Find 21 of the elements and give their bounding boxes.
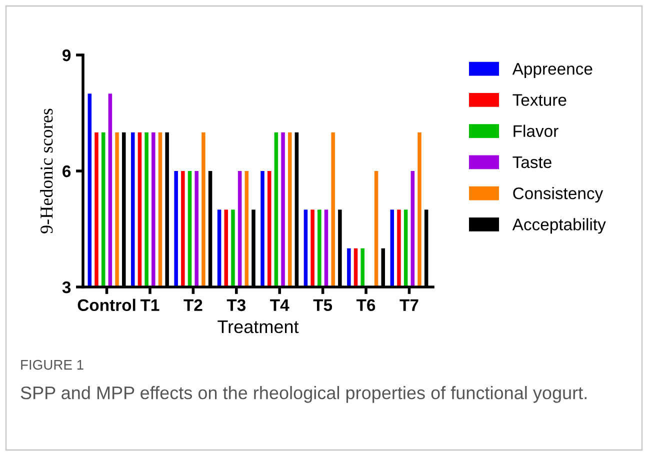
x-tick-label: T6 xyxy=(356,299,376,312)
legend-label: Flavor xyxy=(514,124,558,138)
x-tick-label: T5 xyxy=(313,299,332,312)
legend-label: Acceptability xyxy=(512,218,606,234)
x-tick-label: T1 xyxy=(140,299,160,311)
x-tick-label: T2 xyxy=(184,299,202,311)
y-tick-label: 3 xyxy=(62,281,71,294)
y-tick-label: 6 xyxy=(62,165,71,178)
x-tick-label: T3 xyxy=(226,299,246,312)
text: SPP and MPP effects on the rheological properties of functional yogurt. xyxy=(20,386,586,403)
legend-label: Texture xyxy=(512,94,566,106)
legend-label: Taste xyxy=(512,156,552,168)
y-axis-title: 9-Hedonic scores xyxy=(40,108,53,234)
x-tick-label: T4 xyxy=(270,299,290,311)
legend-label: Appreence xyxy=(512,63,592,78)
x-axis-title: Treatment xyxy=(218,320,299,334)
caption: FIGURE 1 xyxy=(21,360,84,370)
x-tick-label: T7 xyxy=(400,299,418,311)
y-tick-label: 9 xyxy=(62,49,71,62)
legend-label: Consistency xyxy=(513,187,604,203)
x-tick-label: Control xyxy=(78,298,136,312)
